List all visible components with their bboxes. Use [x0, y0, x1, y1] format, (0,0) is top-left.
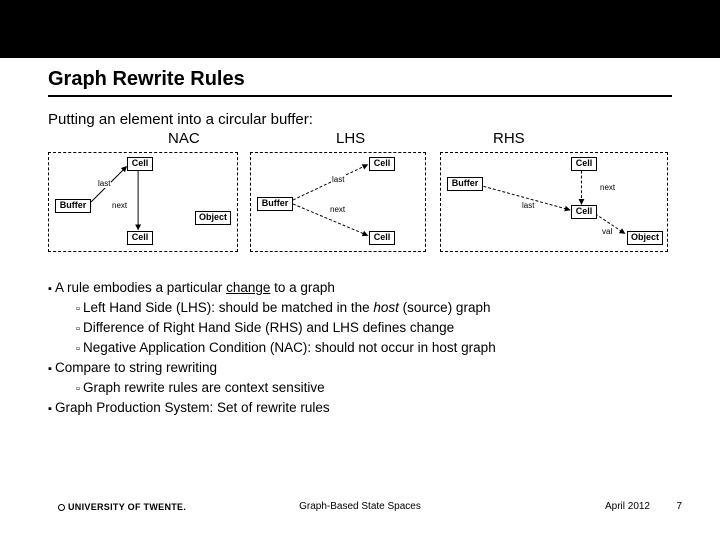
node-buffer: Buffer	[447, 177, 483, 191]
node-object: Object	[195, 211, 231, 225]
label-nac: NAC	[168, 130, 200, 147]
node-cell_mid: Cell	[571, 205, 597, 219]
bullet-item: Compare to string rewriting	[48, 358, 672, 378]
node-cell_bot: Cell	[369, 231, 395, 245]
bullet-item: Left Hand Side (LHS): should be matched …	[76, 298, 672, 318]
university-logo: UNIVERSITY OF TWENTE.	[58, 502, 186, 512]
node-cell_top: Cell	[127, 157, 153, 171]
node-buffer: Buffer	[55, 199, 91, 213]
diagram-nac: Cell Buffer Cell Object last next	[48, 152, 238, 252]
edge-label: val	[601, 227, 613, 236]
diagram-rhs: Cell Buffer Cell Object next last val	[440, 152, 668, 252]
label-rhs: RHS	[493, 130, 525, 147]
node-object: Object	[627, 231, 663, 245]
edge-label: last	[521, 201, 535, 210]
footer-center-text: Graph-Based State Spaces	[299, 501, 421, 512]
edge-label: last	[331, 175, 345, 184]
bullet-item: Graph rewrite rules are context sensitiv…	[76, 378, 672, 398]
diagram-labels: NAC LHS RHS	[48, 130, 672, 150]
edge-label: next	[599, 183, 616, 192]
bullet-item: Graph Production System: Set of rewrite …	[48, 398, 672, 418]
node-cell_top: Cell	[571, 157, 597, 171]
bullet-item: Difference of Right Hand Side (RHS) and …	[76, 318, 672, 338]
top-black-bar	[0, 0, 720, 58]
node-cell_bot: Cell	[127, 231, 153, 245]
node-cell_top: Cell	[369, 157, 395, 171]
footer-date: April 2012	[605, 501, 650, 512]
bullet-item: Negative Application Condition (NAC): sh…	[76, 338, 672, 358]
bullet-list: A rule embodies a particular change to a…	[48, 278, 672, 418]
diagrams-container: CellBufferCellObjectlastnextCellBufferCe…	[48, 152, 672, 256]
slide-content: Graph Rewrite Rules Putting an element i…	[0, 58, 720, 418]
diagram-lhs: Cell Buffer Cell last next	[250, 152, 426, 252]
logo-dot-icon	[58, 504, 65, 511]
edge-label: next	[329, 205, 346, 214]
label-lhs: LHS	[336, 130, 365, 147]
edge-label: next	[111, 201, 128, 210]
slide-subtitle: Putting an element into a circular buffe…	[48, 111, 672, 128]
footer-page-number: 7	[676, 501, 682, 512]
edge-label: last	[97, 179, 111, 188]
slide-title: Graph Rewrite Rules	[48, 68, 672, 97]
node-buffer: Buffer	[257, 197, 293, 211]
bullet-item: A rule embodies a particular change to a…	[48, 278, 672, 298]
